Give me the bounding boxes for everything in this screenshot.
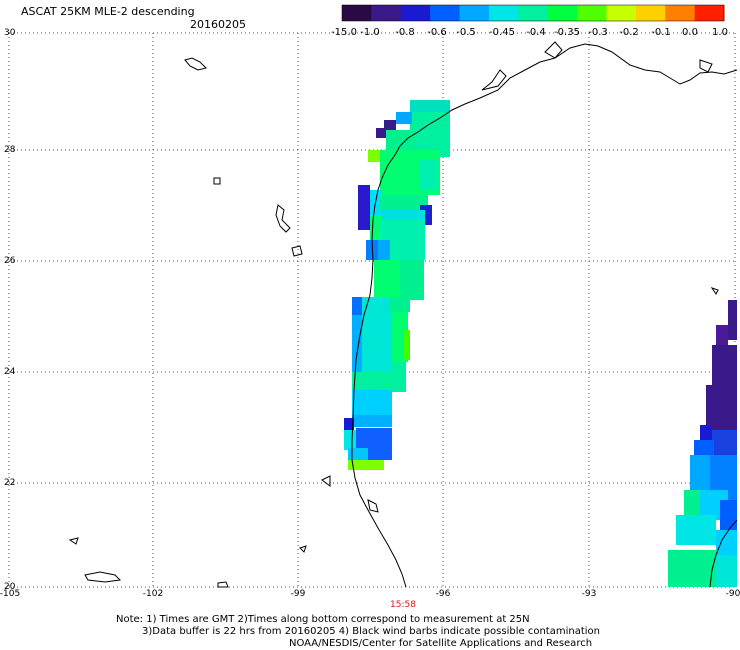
longitude-tick-label: -93 — [581, 589, 597, 599]
colorbar-swatch — [694, 5, 725, 21]
note-line-2: 3)Data buffer is 22 hrs from 20160205 4)… — [142, 626, 600, 637]
latitude-tick-label: 24 — [4, 367, 16, 377]
colorbar-label: 0.0 — [682, 27, 698, 38]
swath-east — [668, 300, 737, 587]
longitude-tick-label: -102 — [142, 589, 164, 599]
map-title: ASCAT 25KM MLE-2 descending — [21, 5, 195, 18]
colorbar-swatch — [430, 5, 461, 21]
colorbar-border — [341, 4, 725, 22]
colorbar-swatch — [400, 5, 431, 21]
colorbar — [341, 4, 725, 22]
map-date: 20160205 — [190, 18, 246, 31]
longitude-tick-label: -90 — [725, 589, 740, 599]
colorbar-swatch — [342, 5, 372, 21]
colorbar-swatch — [606, 5, 637, 21]
coastline — [68, 41, 738, 588]
colorbar-label: -0.6 — [427, 27, 447, 38]
colorbar-label: -0.45 — [489, 27, 515, 38]
colorbar-swatch — [547, 5, 578, 21]
colorbar-swatch — [459, 5, 490, 21]
note-line-1: Note: 1) Times are GMT 2)Times along bot… — [116, 614, 530, 625]
latitude-tick-label: 30 — [4, 28, 16, 38]
colorbar-swatch — [488, 5, 519, 21]
colorbar-label: -0.2 — [619, 27, 639, 38]
latitude-tick-label: 28 — [4, 145, 16, 155]
colorbar-label: -0.5 — [456, 27, 476, 38]
colorbar-label: -0.3 — [588, 27, 608, 38]
colorbar-label: -0.1 — [651, 27, 671, 38]
colorbar-label: -1.0 — [360, 27, 380, 38]
colorbar-swatch — [577, 5, 607, 21]
colorbar-label: -15.0 — [331, 27, 357, 38]
pass-time: 15:58 — [390, 600, 416, 610]
latitude-tick-label: 22 — [4, 478, 16, 488]
latitude-tick-label: 26 — [4, 256, 16, 266]
colorbar-label: -0.8 — [395, 27, 415, 38]
colorbar-label: -0.4 — [526, 27, 546, 38]
longitude-tick-label: -105 — [0, 589, 21, 599]
longitude-tick-label: -99 — [290, 589, 306, 599]
colorbar-label: 1.0 — [712, 27, 728, 38]
colorbar-label: -0.35 — [554, 27, 580, 38]
colorbar-swatch — [371, 5, 402, 21]
colorbar-swatch — [635, 5, 666, 21]
swath-texas — [344, 100, 450, 470]
longitude-tick-label: -96 — [435, 589, 451, 599]
colorbar-swatch — [665, 5, 696, 21]
note-line-3: NOAA/NESDIS/Center for Satellite Applica… — [289, 638, 593, 649]
latitude-tick-label: 20 — [4, 582, 16, 592]
colorbar-swatch — [518, 5, 549, 21]
